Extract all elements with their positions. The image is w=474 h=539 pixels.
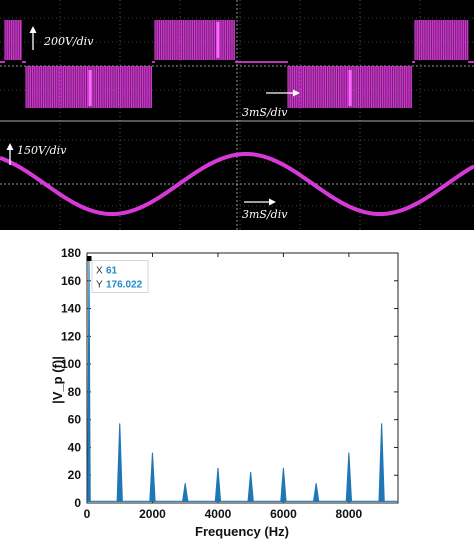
- y-axis-ticks: 0 20 40 60 80 100 120 140 160 180: [61, 246, 398, 510]
- y-tick-label: 40: [68, 440, 82, 454]
- datatip-y-label: Y: [96, 280, 103, 291]
- y-axis-label: |V_p (f)|: [50, 356, 65, 404]
- x-tick-label: 8000: [336, 507, 363, 521]
- data-tip: X 61Y 176.022: [86, 256, 149, 293]
- x-tick-label: 4000: [205, 507, 232, 521]
- scope-background: [0, 0, 474, 230]
- time-arrowhead-bottom: [269, 198, 276, 206]
- scope-grid: [0, 0, 474, 230]
- spectrum-peak: [345, 452, 353, 502]
- spectrum-peak: [87, 257, 91, 502]
- y-tick-label: 20: [68, 468, 82, 482]
- pwm-block-positive-3: [414, 20, 469, 60]
- spectrum-peak: [378, 423, 385, 502]
- datatip-x-label: X: [96, 266, 103, 277]
- y-tick-label: 160: [61, 274, 81, 288]
- y-tick-label: 0: [74, 496, 81, 510]
- top-time-scale-label: 3mS/div: [242, 106, 288, 119]
- top-voltage-scale-label: 200V/div: [43, 35, 94, 48]
- spectrum-series: [87, 257, 398, 502]
- x-axis-ticks: 0 2000 4000 6000 8000: [84, 253, 363, 521]
- plot-area: [86, 252, 399, 504]
- spectrum-peak: [280, 467, 287, 502]
- y-tick-label: 140: [61, 302, 81, 316]
- x-tick-label: 6000: [270, 507, 297, 521]
- spectrum-peak: [313, 483, 320, 502]
- datatip-box: [91, 260, 149, 293]
- plot-frame: [86, 252, 399, 504]
- time-arrowhead-top: [293, 89, 300, 97]
- y-tick-label: 100: [61, 357, 81, 371]
- y-tick-label: 80: [68, 385, 82, 399]
- spectrum-peak: [182, 483, 189, 502]
- datatip-marker: [86, 256, 92, 262]
- voltage-arrowhead-top: [29, 26, 37, 33]
- scope-traces: [0, 20, 474, 217]
- y-tick-label: 180: [61, 246, 81, 260]
- bottom-voltage-scale-label: 150V/div: [17, 144, 67, 157]
- spectrum-peak: [116, 423, 123, 502]
- x-tick-label: 0: [84, 507, 91, 521]
- pwm-block-positive-2: [154, 20, 235, 60]
- spectrum-peak: [214, 467, 222, 502]
- y-tick-label: 60: [68, 413, 82, 427]
- voltage-arrowhead-bottom: [6, 143, 14, 150]
- x-axis-label: Frequency (Hz): [195, 524, 289, 539]
- x-tick-label: 2000: [139, 507, 166, 521]
- spectrum-peak: [149, 452, 156, 502]
- pwm-block-positive-1: [4, 20, 22, 60]
- datatip-x-value: 61: [106, 266, 118, 277]
- y-tick-label: 120: [61, 329, 81, 343]
- oscilloscope-display: 200V/div 3mS/div 150V/div 3mS/div: [0, 0, 474, 230]
- datatip-y-value: 176.022: [106, 280, 143, 291]
- spectrum-peak: [247, 471, 254, 502]
- sine-current-trace: [0, 151, 474, 217]
- bottom-time-scale-label: 3mS/div: [242, 208, 288, 221]
